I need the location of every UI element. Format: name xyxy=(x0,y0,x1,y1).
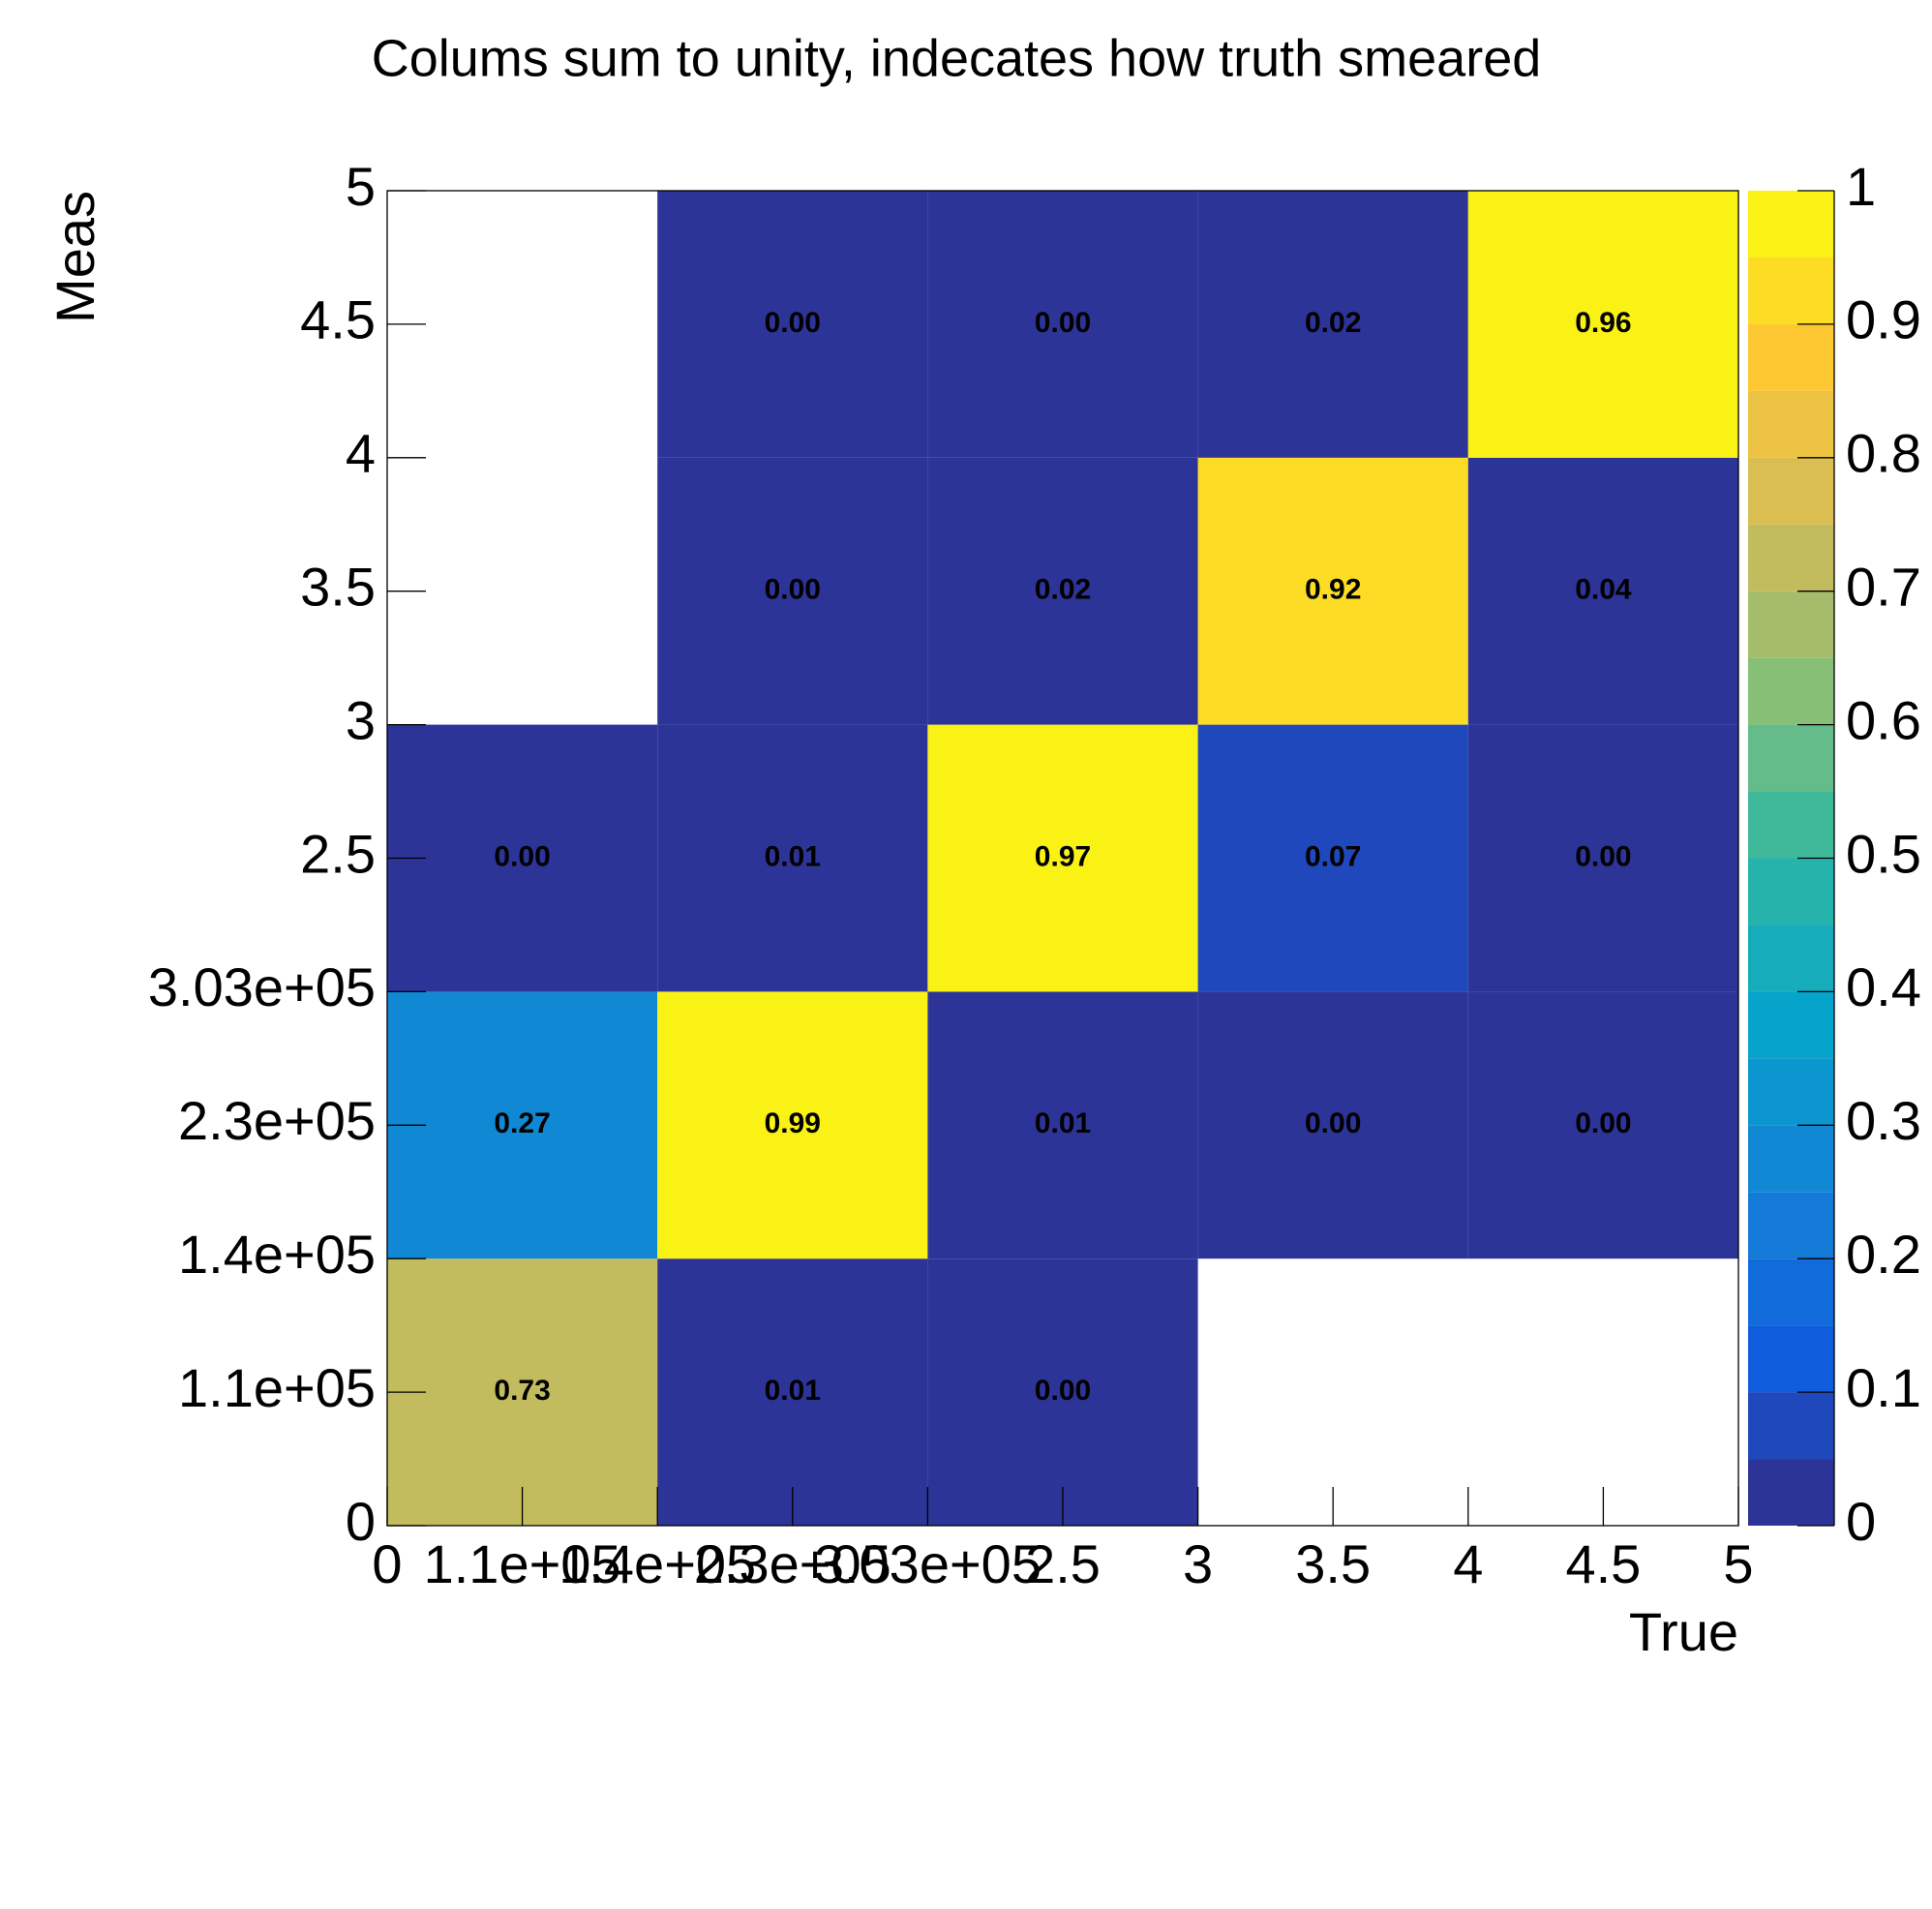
heatmap-cell xyxy=(1197,191,1468,458)
colorbar-level xyxy=(1748,257,1834,324)
heatmap-cell xyxy=(657,991,928,1259)
x-tick-label: 2.5 xyxy=(1025,1533,1101,1594)
x-tick-label: 3.5 xyxy=(1295,1533,1371,1594)
colorbar-tick-label: 1 xyxy=(1846,156,1876,217)
cell-label: 0.99 xyxy=(765,1107,821,1139)
heatmap-cell xyxy=(657,1258,928,1526)
x-axis-label: True xyxy=(1629,1601,1738,1662)
colorbar-level xyxy=(1748,858,1834,925)
y-tick-label: 4 xyxy=(346,423,376,484)
heatmap-cell xyxy=(657,724,928,992)
x-tick-label: 1.4e+05 xyxy=(558,1533,756,1594)
cell-label: 0.92 xyxy=(1305,574,1361,606)
x-tick-label: 3 xyxy=(1183,1533,1213,1594)
colorbar-level xyxy=(1748,191,1834,258)
colorbar-level xyxy=(1748,1192,1834,1259)
colorbar-level xyxy=(1748,1392,1834,1460)
cell-label: 0.00 xyxy=(765,574,821,606)
x-tick-label: 4 xyxy=(1453,1533,1483,1594)
cell-label: 0.07 xyxy=(1305,840,1361,872)
heatmap-cell xyxy=(387,724,658,992)
colorbar-level xyxy=(1748,1459,1834,1526)
x-tick-label: 5 xyxy=(1723,1533,1753,1594)
heatmap-cell xyxy=(657,457,928,725)
colorbar-level xyxy=(1748,1325,1834,1393)
cell-label: 0.00 xyxy=(1575,840,1631,872)
chart-title: Colums sum to unity, indecates how truth… xyxy=(372,29,1542,87)
y-tick-label: 4.5 xyxy=(300,289,376,350)
heatmap-cell xyxy=(1197,991,1468,1259)
cell-label: 0.02 xyxy=(1305,307,1361,339)
heatmap-cell xyxy=(1197,724,1468,992)
y-tick-label: 0 xyxy=(346,1491,376,1552)
cell-label: 0.01 xyxy=(765,840,821,872)
heatmap-cell xyxy=(927,457,1198,725)
colorbar-level xyxy=(1748,323,1834,391)
y-axis-label: Meas xyxy=(45,191,106,323)
colorbar-level xyxy=(1748,524,1834,591)
colorbar-level xyxy=(1748,1258,1834,1326)
colorbar-level xyxy=(1748,657,1834,725)
colorbar-level xyxy=(1748,390,1834,458)
heatmap-cell xyxy=(927,724,1198,992)
cell-label: 0.00 xyxy=(765,307,821,339)
colorbar-level xyxy=(1748,924,1834,992)
colorbar-level xyxy=(1748,724,1834,792)
cell-label: 0.04 xyxy=(1575,574,1632,606)
colorbar-tick-label: 0.4 xyxy=(1846,956,1921,1017)
heatmap-cell xyxy=(1467,991,1738,1259)
cell-label: 0.27 xyxy=(494,1107,550,1139)
cell-label: 0.00 xyxy=(494,840,550,872)
cell-label: 0.00 xyxy=(1575,1107,1631,1139)
heatmap-cell xyxy=(387,1258,658,1526)
heatmap-cell xyxy=(1467,191,1738,458)
heatmap-cell xyxy=(927,1258,1198,1526)
heatmap-cell xyxy=(927,991,1198,1259)
colorbar-tick-label: 0.1 xyxy=(1846,1357,1921,1418)
heatmap-cell xyxy=(1467,724,1738,992)
colorbar-level xyxy=(1748,1125,1834,1193)
y-tick-label: 3 xyxy=(346,689,376,750)
colorbar-tick-label: 0.8 xyxy=(1846,423,1921,484)
cell-label: 0.01 xyxy=(1035,1107,1091,1139)
colorbar-tick-label: 0.7 xyxy=(1846,556,1921,617)
cell-label: 0.02 xyxy=(1035,574,1091,606)
x-tick-label: 1.1e+05 xyxy=(424,1533,621,1594)
cell-label: 0.73 xyxy=(494,1375,550,1407)
heatmap-cell xyxy=(1467,457,1738,725)
heatmap-cell xyxy=(1197,457,1468,725)
colorbar-level xyxy=(1748,1058,1834,1126)
y-tick-label: 2.5 xyxy=(300,823,376,884)
heatmap-cell xyxy=(387,991,658,1259)
cell-label: 0.97 xyxy=(1035,840,1091,872)
colorbar-tick-label: 0 xyxy=(1846,1491,1876,1552)
y-tick-label: 2.3e+05 xyxy=(178,1090,376,1151)
x-tick-label: 4.5 xyxy=(1565,1533,1641,1594)
y-tick-label: 3.03e+05 xyxy=(148,956,376,1017)
cell-label: 0.96 xyxy=(1575,307,1631,339)
colorbar-tick-label: 0.2 xyxy=(1846,1224,1921,1285)
cell-label: 0.01 xyxy=(765,1375,821,1407)
heatmap-cell xyxy=(927,191,1198,458)
colorbar-tick-label: 0.3 xyxy=(1846,1090,1921,1151)
y-tick-label: 3.5 xyxy=(300,556,376,617)
cell-label: 0.00 xyxy=(1305,1107,1361,1139)
colorbar-level xyxy=(1748,457,1834,525)
x-tick-label: 2.3e+05 xyxy=(694,1533,891,1594)
colorbar-level xyxy=(1748,991,1834,1059)
y-tick-label: 1.1e+05 xyxy=(178,1357,376,1418)
heatmap-cell xyxy=(657,191,928,458)
x-tick-label: 3.03e+05 xyxy=(814,1533,1041,1594)
colorbar-tick-label: 0.9 xyxy=(1846,289,1921,350)
colorbar-tick-label: 0.5 xyxy=(1846,823,1921,884)
colorbar-level xyxy=(1748,591,1834,658)
y-tick-label: 1.4e+05 xyxy=(178,1224,376,1285)
colorbar-tick-label: 0.6 xyxy=(1846,689,1921,750)
colorbar-level xyxy=(1748,791,1834,859)
cell-label: 0.00 xyxy=(1035,1375,1091,1407)
x-tick-label: 0 xyxy=(372,1533,402,1594)
y-tick-label: 5 xyxy=(346,156,376,217)
cell-label: 0.00 xyxy=(1035,307,1091,339)
